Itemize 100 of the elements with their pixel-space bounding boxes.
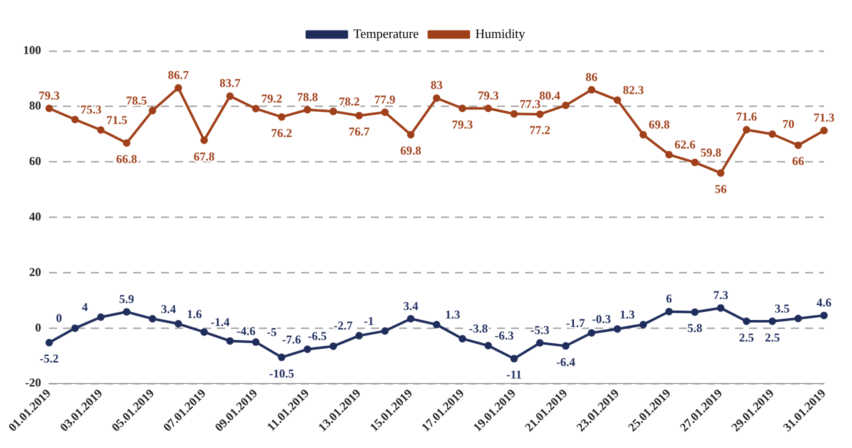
point bbox=[665, 308, 673, 316]
point bbox=[510, 110, 518, 118]
data-label: -6.3 bbox=[494, 328, 514, 343]
data-label: 76.2 bbox=[271, 126, 292, 140]
point bbox=[536, 110, 544, 118]
data-label: 66 bbox=[792, 154, 804, 168]
point bbox=[820, 126, 828, 134]
data-label: -3.8 bbox=[468, 322, 488, 336]
point bbox=[614, 96, 622, 104]
data-label: 78.2 bbox=[338, 94, 360, 108]
data-label: 59.8 bbox=[700, 145, 722, 160]
data-label: 5.8 bbox=[687, 321, 702, 336]
point bbox=[148, 106, 156, 114]
point bbox=[252, 104, 260, 112]
data-label: 71.6 bbox=[736, 110, 758, 124]
point bbox=[200, 328, 208, 336]
data-label: -1.4 bbox=[210, 315, 230, 330]
point bbox=[330, 342, 338, 350]
data-label: 1.6 bbox=[186, 306, 202, 321]
point bbox=[148, 315, 156, 323]
point bbox=[71, 116, 79, 124]
data-label: 4 bbox=[82, 300, 88, 314]
point bbox=[794, 141, 802, 149]
point bbox=[97, 126, 105, 134]
y-tick-label: 0 bbox=[35, 320, 42, 334]
data-label: 86.7 bbox=[168, 68, 189, 82]
point bbox=[45, 338, 53, 346]
data-label: 69.8 bbox=[400, 144, 422, 158]
point bbox=[768, 130, 776, 138]
point bbox=[614, 325, 622, 333]
point bbox=[381, 108, 389, 116]
data-label: 1.3 bbox=[445, 308, 460, 322]
point bbox=[407, 130, 415, 138]
data-label: -6.4 bbox=[556, 354, 576, 369]
data-label: 2.5 bbox=[764, 330, 780, 344]
point bbox=[562, 102, 570, 110]
data-label: 5.9 bbox=[119, 292, 134, 306]
point bbox=[562, 342, 570, 350]
y-tick-label: 20 bbox=[29, 264, 42, 279]
point bbox=[639, 320, 647, 328]
data-label: 4.6 bbox=[816, 295, 832, 310]
point bbox=[45, 104, 53, 112]
data-label: 69.8 bbox=[648, 118, 670, 132]
data-label: 75.3 bbox=[80, 102, 102, 116]
data-label: 71.5 bbox=[106, 113, 128, 127]
y-tick-label: 80 bbox=[29, 98, 42, 113]
point bbox=[330, 108, 338, 116]
point bbox=[174, 320, 182, 328]
data-label: -11 bbox=[506, 368, 522, 382]
data-label: 2.5 bbox=[739, 330, 754, 344]
point bbox=[122, 308, 130, 316]
y-tick-label: -20 bbox=[25, 376, 42, 390]
point bbox=[252, 338, 260, 346]
data-label: 7.3 bbox=[713, 288, 728, 302]
data-label: 80.4 bbox=[539, 88, 560, 102]
y-tick-label: 100 bbox=[23, 43, 42, 58]
point bbox=[432, 320, 440, 328]
data-label: 77.2 bbox=[529, 123, 550, 138]
point bbox=[458, 334, 466, 342]
data-label: 86 bbox=[586, 70, 598, 84]
point bbox=[716, 169, 724, 177]
point bbox=[742, 126, 750, 134]
data-label: 79.2 bbox=[261, 92, 282, 106]
point bbox=[716, 304, 724, 312]
legend-label: Temperature bbox=[353, 26, 420, 41]
data-label: 79.3 bbox=[452, 117, 473, 132]
data-label: 0 bbox=[56, 311, 62, 326]
point bbox=[820, 312, 828, 320]
point bbox=[355, 332, 363, 340]
point bbox=[200, 136, 208, 144]
point bbox=[742, 318, 750, 326]
point bbox=[278, 354, 286, 362]
data-label: 6 bbox=[666, 292, 672, 306]
point bbox=[768, 318, 776, 326]
data-label: 66.8 bbox=[116, 152, 138, 166]
point bbox=[458, 104, 466, 112]
data-label: -7.6 bbox=[282, 332, 301, 346]
data-label: 83.7 bbox=[219, 76, 240, 90]
point bbox=[510, 354, 518, 362]
point bbox=[97, 313, 105, 321]
data-label: -2.7 bbox=[334, 318, 353, 333]
data-label: -6.5 bbox=[308, 329, 327, 344]
legend-label: Humidity bbox=[475, 26, 526, 41]
data-label: 1.3 bbox=[620, 308, 635, 322]
point bbox=[407, 315, 415, 323]
data-label: -10.5 bbox=[269, 366, 294, 380]
y-tick-label: 40 bbox=[29, 209, 42, 224]
data-label: -5.3 bbox=[530, 322, 550, 337]
point bbox=[226, 337, 234, 345]
data-label: 3.4 bbox=[403, 298, 418, 313]
point bbox=[122, 139, 130, 147]
data-label: -0.3 bbox=[592, 312, 611, 326]
data-label: 70 bbox=[782, 117, 794, 132]
point bbox=[536, 339, 544, 347]
data-label: 77.9 bbox=[374, 92, 396, 106]
data-label: 78.8 bbox=[296, 90, 318, 104]
data-label: 56 bbox=[714, 182, 727, 196]
data-label: -1.7 bbox=[566, 316, 586, 330]
data-label: -4.6 bbox=[236, 324, 256, 338]
point bbox=[794, 314, 802, 322]
